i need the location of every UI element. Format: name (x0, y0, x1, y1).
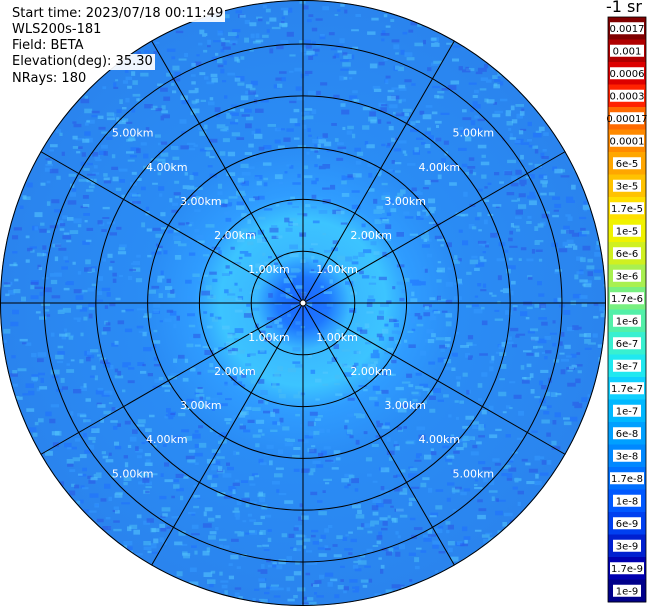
azimuth-spoke (302, 40, 455, 304)
ring-label: 1.00km (248, 331, 290, 344)
colorbar-label-bg (613, 494, 641, 507)
colorbar-tick-label: 3e-8 (616, 451, 639, 462)
start-time-label: Start time: 2023/07/18 00:11:49 (10, 6, 226, 22)
colorbar-label-bg (613, 337, 641, 350)
ring-label: 2.00km (214, 229, 256, 242)
ring-label: 2.00km (214, 365, 256, 378)
colorbar-tick-label: 6e-7 (616, 339, 639, 350)
colorbar-tick-label: 1.7e-7 (611, 384, 643, 395)
ring-label: 1.00km (316, 263, 358, 276)
colorbar-tick-label: 3e-9 (616, 541, 639, 552)
azimuth-spoke (40, 302, 304, 455)
colorbar-tick-label: 1e-6 (616, 316, 639, 327)
colorbar-tick-label: 0.0003 (610, 91, 645, 102)
ppi-texture-layer (5, 3, 606, 606)
colorbar-tick-label: 1.7e-9 (611, 564, 643, 575)
colorbar-tick-label: 1e-7 (616, 406, 639, 417)
ring-label: 5.00km (112, 467, 154, 480)
colorbar-label-bg (610, 44, 644, 57)
colorbar-label-bg (610, 202, 644, 215)
azimuth-spoke (302, 302, 455, 566)
colorbar-tick-label: 6e-6 (616, 249, 639, 260)
colorbar-label-bg (613, 247, 641, 260)
instrument-label: WLS200s-181 (10, 22, 104, 38)
colorbar-label-bg (610, 112, 644, 125)
ring-label: 4.00km (418, 161, 460, 174)
colorbar-unit-label: -1 sr (606, 0, 642, 16)
ring-label: 3.00km (180, 195, 222, 208)
ring-label: 3.00km (384, 195, 426, 208)
colorbar-label-bg (613, 517, 641, 530)
colorbar-label-bg (613, 359, 641, 372)
azimuth-spokes (0, 0, 606, 606)
ppi-texture-layer (3, 4, 606, 606)
colorbar-tick-label: 3e-5 (616, 181, 639, 192)
ring-labels: 1.00km 2.00km 3.00km 4.00km 5.00km 1.00km 2.00… (112, 127, 494, 481)
colorbar-label-bg (613, 449, 641, 462)
ring-label: 2.00km (350, 229, 392, 242)
colorbar-frame (607, 16, 647, 603)
colorbar-tick-label: 0.0006 (610, 69, 645, 80)
polar-plot-area: 1.00km 2.00km 3.00km 4.00km 5.00km 1.00km 2.00… (0, 0, 606, 606)
azimuth-spoke (151, 40, 304, 304)
azimuth-spoke (40, 151, 304, 304)
colorbar-label-bg (613, 179, 641, 192)
colorbar-label-bg (613, 157, 641, 170)
azimuth-spoke (302, 151, 566, 304)
colorbar-label-bg (613, 269, 641, 282)
ring-label: 3.00km (180, 399, 222, 412)
field-label: Field: BETA (10, 38, 86, 54)
colorbar-tick-label: 1.7e-5 (611, 204, 643, 215)
ring-label: 5.00km (112, 127, 154, 140)
colorbar-tick-label: 3e-6 (616, 271, 639, 282)
colorbar-label-bg (610, 382, 644, 395)
colorbar-label-bg (613, 314, 641, 327)
azimuth-spoke (151, 302, 304, 566)
ring-label: 1.00km (316, 331, 358, 344)
radar-origin (299, 299, 307, 307)
colorbar-label-bg (613, 584, 641, 597)
azimuth-spoke (302, 302, 566, 455)
elevation-label: Elevation(deg): 35.30 (10, 54, 155, 70)
colorbar-label-bg (613, 224, 641, 237)
colorbar-tick-label: 3e-7 (616, 361, 639, 372)
colorbar-tick-label: 0.00017 (606, 114, 647, 125)
colorbar-tick-label: 6e-5 (616, 159, 639, 170)
colorbar-tick-label: 0.001 (613, 46, 642, 57)
ring-label: 1.00km (248, 263, 290, 276)
ring-label: 2.00km (350, 365, 392, 378)
colorbar-label-bg (613, 404, 641, 417)
ring-label: 4.00km (146, 433, 188, 446)
ring-label: 3.00km (384, 399, 426, 412)
colorbar: 0.0017 0.001 0.0006 0.0003 0.00017 0.0001 6e-5… (606, 16, 647, 603)
colorbar-tick-label: 0.0001 (610, 136, 645, 147)
colorbar-label-bg (610, 89, 644, 102)
colorbar-label-bg (610, 472, 644, 485)
colorbar-label-bg (610, 67, 644, 80)
colorbar-label-bg (610, 292, 644, 305)
colorbar-tick-label: 1e-9 (616, 586, 639, 597)
colorbar-tick-label: 6e-9 (616, 519, 639, 530)
ppi-texture (3, 1, 606, 606)
nrays-label: NRays: 180 (10, 71, 89, 87)
colorbar-label-bg (610, 134, 644, 147)
colorbar-label-bg (613, 539, 641, 552)
ring-label: 4.00km (418, 433, 460, 446)
colorbar-tick-label: 0.0017 (610, 24, 645, 35)
colorbar-tick-label: 1.7e-8 (611, 474, 643, 485)
ring-label: 5.00km (453, 127, 495, 140)
ring-label: 4.00km (146, 161, 188, 174)
colorbar-tick-label: 6e-8 (616, 429, 639, 440)
colorbar-label-bg (613, 427, 641, 440)
colorbar-label-bg (610, 562, 644, 575)
colorbar-tick-label: 1e-8 (616, 496, 639, 507)
colorbar-tick-label: 1e-5 (616, 226, 639, 237)
ring-label: 5.00km (453, 467, 495, 480)
colorbar-tick-label: 1.7e-6 (611, 294, 643, 305)
colorbar-label-bg (610, 22, 644, 35)
